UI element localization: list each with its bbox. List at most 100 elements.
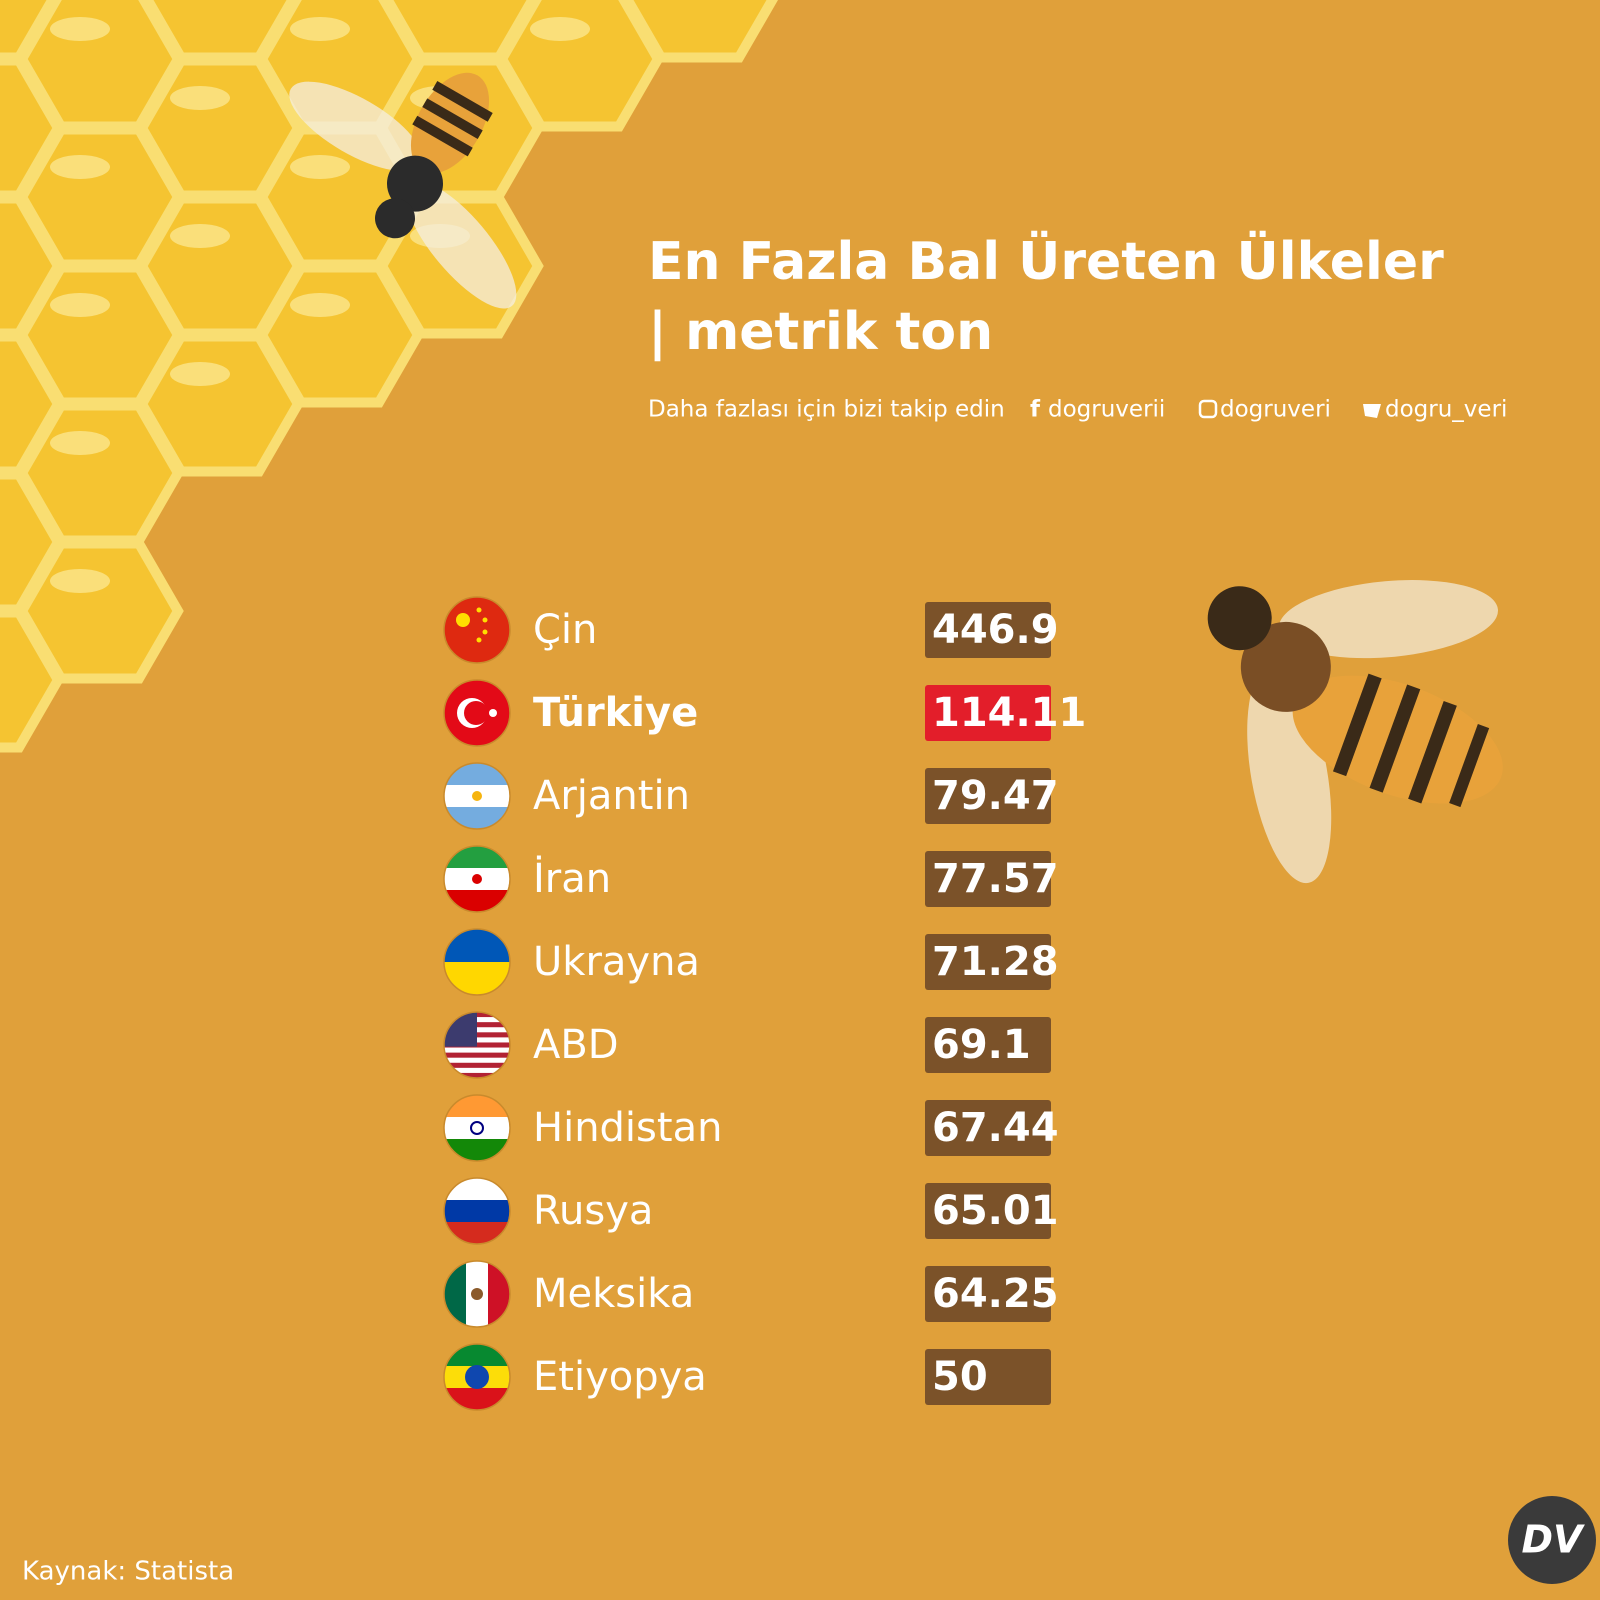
flag-stripe bbox=[444, 1178, 510, 1201]
honeycomb-shine bbox=[290, 293, 350, 317]
flag bbox=[444, 846, 510, 912]
honeycomb-shine bbox=[530, 17, 590, 41]
flag-stripe bbox=[444, 1344, 510, 1367]
flag-stripe bbox=[444, 1047, 510, 1054]
flag-stripe bbox=[444, 807, 510, 829]
value: 64.25 bbox=[932, 1271, 1059, 1317]
logo: DV bbox=[1522, 1518, 1586, 1562]
instagram-handle[interactable]: dogruveri bbox=[1220, 397, 1331, 423]
flag-stripe bbox=[444, 1222, 510, 1244]
twitter-handle[interactable]: dogru_veri bbox=[1385, 397, 1507, 423]
facebook-icon: f bbox=[1030, 397, 1041, 423]
honeycomb-shine bbox=[290, 17, 350, 41]
value: 446.9 bbox=[932, 607, 1059, 653]
honeycomb-cell bbox=[16, 538, 184, 684]
flag bbox=[444, 1012, 510, 1078]
flag-rim bbox=[443, 679, 511, 747]
honeycomb-shine bbox=[170, 86, 230, 110]
honeycomb-shine bbox=[170, 224, 230, 248]
value-box bbox=[925, 602, 1051, 658]
value-box bbox=[925, 685, 1051, 741]
flag-stripe bbox=[444, 1057, 510, 1064]
flag-star bbox=[456, 613, 470, 627]
flag-emblem bbox=[465, 1365, 489, 1389]
bee-right bbox=[1207, 580, 1503, 884]
follow-text: Daha fazlası için bizi takip edin bbox=[648, 397, 1005, 423]
flag-star bbox=[489, 709, 497, 717]
value-box bbox=[925, 1017, 1051, 1073]
instagram-icon bbox=[1198, 399, 1218, 419]
country-name: İran bbox=[533, 854, 611, 902]
honeycomb-shine bbox=[50, 17, 110, 41]
value: 114.11 bbox=[932, 690, 1086, 736]
honeycomb-shine bbox=[50, 155, 110, 179]
flag-stripe bbox=[444, 1072, 510, 1078]
flag bbox=[444, 763, 510, 829]
flag bbox=[444, 1095, 510, 1161]
flag-rim bbox=[443, 928, 511, 996]
honeycomb-shine bbox=[50, 431, 110, 455]
flag bbox=[444, 1178, 510, 1244]
flag-rim bbox=[443, 1260, 511, 1328]
flag-sun bbox=[472, 791, 482, 801]
value: 65.01 bbox=[932, 1188, 1059, 1234]
value-box bbox=[925, 851, 1051, 907]
honeycomb-shine bbox=[170, 362, 230, 386]
flag-crescent bbox=[464, 701, 488, 725]
flag-stripe bbox=[444, 1261, 467, 1327]
flag-stripe bbox=[444, 846, 510, 869]
country-name: Meksika bbox=[533, 1271, 694, 1317]
flag-star bbox=[482, 617, 488, 623]
honeycomb-shine bbox=[50, 569, 110, 593]
value-box bbox=[925, 1100, 1051, 1156]
flag-stripe bbox=[444, 1139, 510, 1161]
value: 67.44 bbox=[932, 1105, 1059, 1151]
source: Kaynak: Statista bbox=[22, 1557, 234, 1587]
flag bbox=[444, 1261, 510, 1327]
value: 79.47 bbox=[932, 773, 1059, 819]
value: 71.28 bbox=[932, 939, 1059, 985]
flag-emblem bbox=[471, 1288, 483, 1300]
twitter-icon bbox=[1363, 404, 1381, 418]
value-box bbox=[925, 1266, 1051, 1322]
flag-stripe bbox=[444, 1067, 510, 1074]
honeycomb-cell bbox=[622, 0, 778, 63]
logo-badge bbox=[1508, 1496, 1596, 1584]
country-name: Hindistan bbox=[533, 1105, 722, 1151]
flag bbox=[444, 597, 510, 663]
flag-stripe bbox=[444, 1062, 510, 1069]
flag-star bbox=[476, 607, 482, 613]
country-name: ABD bbox=[533, 1022, 619, 1068]
bee-top bbox=[289, 72, 517, 309]
value-box bbox=[925, 934, 1051, 990]
country-name: Etiyopya bbox=[533, 1354, 707, 1400]
flag-stripe bbox=[488, 1261, 510, 1327]
flag bbox=[444, 680, 510, 746]
flag-stripe bbox=[444, 597, 510, 663]
honeycomb-shine bbox=[290, 155, 350, 179]
flag-stripe bbox=[444, 1200, 510, 1223]
country-name: Çin bbox=[533, 607, 597, 653]
flag-rim bbox=[443, 1011, 511, 1079]
honeycomb-shine bbox=[50, 293, 110, 317]
flag-emblem bbox=[472, 874, 482, 884]
flag-star bbox=[476, 637, 482, 643]
flag-rim bbox=[443, 596, 511, 664]
title: En Fazla Bal Üreten Ülkeler bbox=[648, 230, 1444, 292]
flag-stripe bbox=[444, 890, 510, 912]
facebook-handle[interactable]: dogruverii bbox=[1048, 397, 1165, 423]
country-name: Arjantin bbox=[533, 773, 690, 819]
value-box bbox=[925, 1349, 1051, 1405]
flag-rim bbox=[443, 762, 511, 830]
flag-star bbox=[482, 629, 488, 635]
flag-rim bbox=[443, 845, 511, 913]
flag bbox=[444, 1344, 510, 1410]
flag-stripe bbox=[444, 1117, 510, 1140]
flag-stripe bbox=[444, 1095, 510, 1118]
flag-stripe bbox=[444, 1052, 510, 1059]
flag-rim bbox=[443, 1177, 511, 1245]
ranking: Çin 446.9 Türkiye 114.11 Arjantin 79.47 İran 77… bbox=[443, 596, 1086, 1411]
country-name: Türkiye bbox=[533, 690, 698, 736]
value: 50 bbox=[932, 1354, 988, 1400]
